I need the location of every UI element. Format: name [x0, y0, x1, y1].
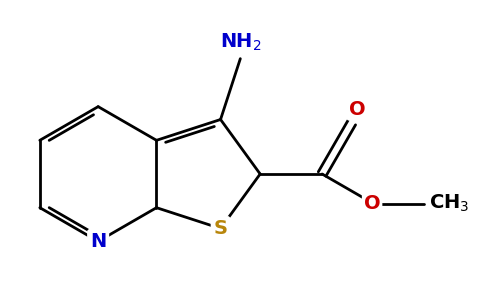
Text: N: N: [90, 232, 106, 251]
Text: O: O: [364, 194, 380, 213]
Text: S: S: [213, 219, 227, 238]
Text: NH$_2$: NH$_2$: [220, 32, 261, 53]
Text: CH$_3$: CH$_3$: [429, 193, 470, 214]
Text: O: O: [349, 100, 365, 118]
